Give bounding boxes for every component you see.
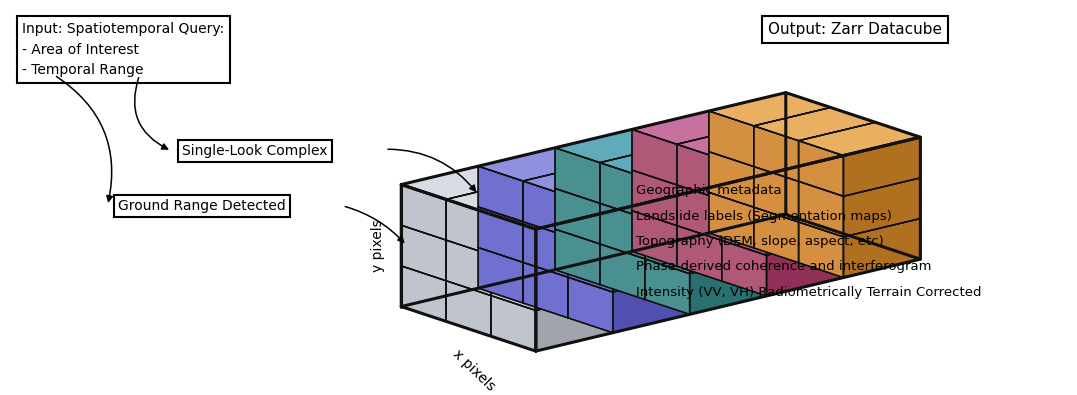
Polygon shape: [523, 222, 568, 277]
Polygon shape: [645, 218, 689, 274]
Polygon shape: [555, 130, 676, 163]
Polygon shape: [754, 167, 799, 222]
Polygon shape: [402, 184, 446, 240]
Polygon shape: [600, 244, 645, 299]
Polygon shape: [799, 181, 843, 237]
Polygon shape: [491, 295, 536, 351]
Polygon shape: [523, 163, 645, 196]
Polygon shape: [722, 241, 767, 296]
Polygon shape: [632, 111, 754, 144]
Text: Intensity (VV, VH) Radiometrically Terrain Corrected: Intensity (VV, VH) Radiometrically Terra…: [637, 286, 982, 299]
Polygon shape: [843, 178, 921, 237]
Polygon shape: [843, 137, 921, 196]
Polygon shape: [555, 229, 600, 285]
Polygon shape: [689, 214, 767, 274]
Polygon shape: [613, 192, 689, 251]
Polygon shape: [632, 211, 676, 266]
Polygon shape: [478, 166, 523, 222]
Polygon shape: [709, 92, 830, 126]
Polygon shape: [722, 141, 843, 174]
Text: Phase-derived coherence and interferogram: Phase-derived coherence and interferogra…: [637, 260, 932, 273]
Polygon shape: [709, 152, 754, 207]
Polygon shape: [632, 170, 676, 226]
Polygon shape: [645, 177, 689, 233]
Polygon shape: [722, 159, 767, 214]
Polygon shape: [767, 196, 843, 255]
Polygon shape: [799, 141, 843, 196]
Polygon shape: [555, 148, 600, 203]
Polygon shape: [478, 248, 523, 303]
Polygon shape: [843, 218, 921, 278]
Polygon shape: [491, 196, 613, 229]
Polygon shape: [536, 292, 613, 351]
Polygon shape: [446, 181, 568, 214]
Polygon shape: [536, 251, 613, 310]
Polygon shape: [645, 159, 767, 192]
Polygon shape: [632, 130, 676, 185]
Text: Input: Spatiotemporal Query:
- Area of Interest
- Temporal Range: Input: Spatiotemporal Query: - Area of I…: [22, 22, 224, 77]
Polygon shape: [523, 262, 568, 318]
Polygon shape: [613, 233, 689, 292]
Polygon shape: [523, 181, 568, 237]
Polygon shape: [600, 163, 645, 218]
Polygon shape: [709, 192, 754, 248]
Polygon shape: [676, 144, 722, 200]
Polygon shape: [645, 259, 689, 314]
Polygon shape: [689, 174, 767, 233]
Text: Single-Look Complex: Single-Look Complex: [182, 144, 327, 158]
Polygon shape: [568, 196, 613, 251]
Polygon shape: [676, 185, 722, 241]
Polygon shape: [446, 199, 491, 255]
Polygon shape: [568, 277, 613, 333]
Polygon shape: [754, 126, 799, 181]
Polygon shape: [767, 156, 843, 214]
Polygon shape: [446, 281, 491, 336]
Polygon shape: [722, 200, 767, 255]
Text: Topography (DEM, slope, aspect, etc): Topography (DEM, slope, aspect, etc): [637, 235, 884, 248]
Polygon shape: [402, 266, 446, 322]
Polygon shape: [754, 107, 876, 141]
Polygon shape: [446, 240, 491, 295]
Polygon shape: [402, 225, 446, 281]
Text: Output: Zarr Datacube: Output: Zarr Datacube: [768, 22, 942, 37]
Text: Geographic metadata: Geographic metadata: [637, 184, 782, 197]
Polygon shape: [536, 211, 613, 270]
Polygon shape: [613, 274, 689, 333]
Polygon shape: [555, 188, 600, 244]
Polygon shape: [491, 214, 536, 270]
Text: y pixels: y pixels: [370, 219, 384, 272]
Polygon shape: [676, 226, 722, 281]
Polygon shape: [402, 166, 523, 199]
Polygon shape: [491, 255, 536, 310]
Polygon shape: [478, 148, 600, 181]
Polygon shape: [689, 255, 767, 314]
Text: x pixels: x pixels: [450, 346, 498, 393]
Polygon shape: [754, 207, 799, 263]
Polygon shape: [799, 122, 921, 156]
Polygon shape: [676, 126, 799, 159]
Polygon shape: [709, 111, 754, 167]
Polygon shape: [799, 222, 843, 278]
Text: Landslide labels (Segmentation maps): Landslide labels (Segmentation maps): [637, 209, 892, 222]
Polygon shape: [600, 203, 645, 259]
Polygon shape: [478, 207, 523, 262]
Text: Ground Range Detected: Ground Range Detected: [118, 199, 285, 213]
Polygon shape: [568, 237, 613, 292]
Polygon shape: [568, 177, 689, 211]
Polygon shape: [767, 237, 843, 296]
Polygon shape: [600, 144, 722, 177]
